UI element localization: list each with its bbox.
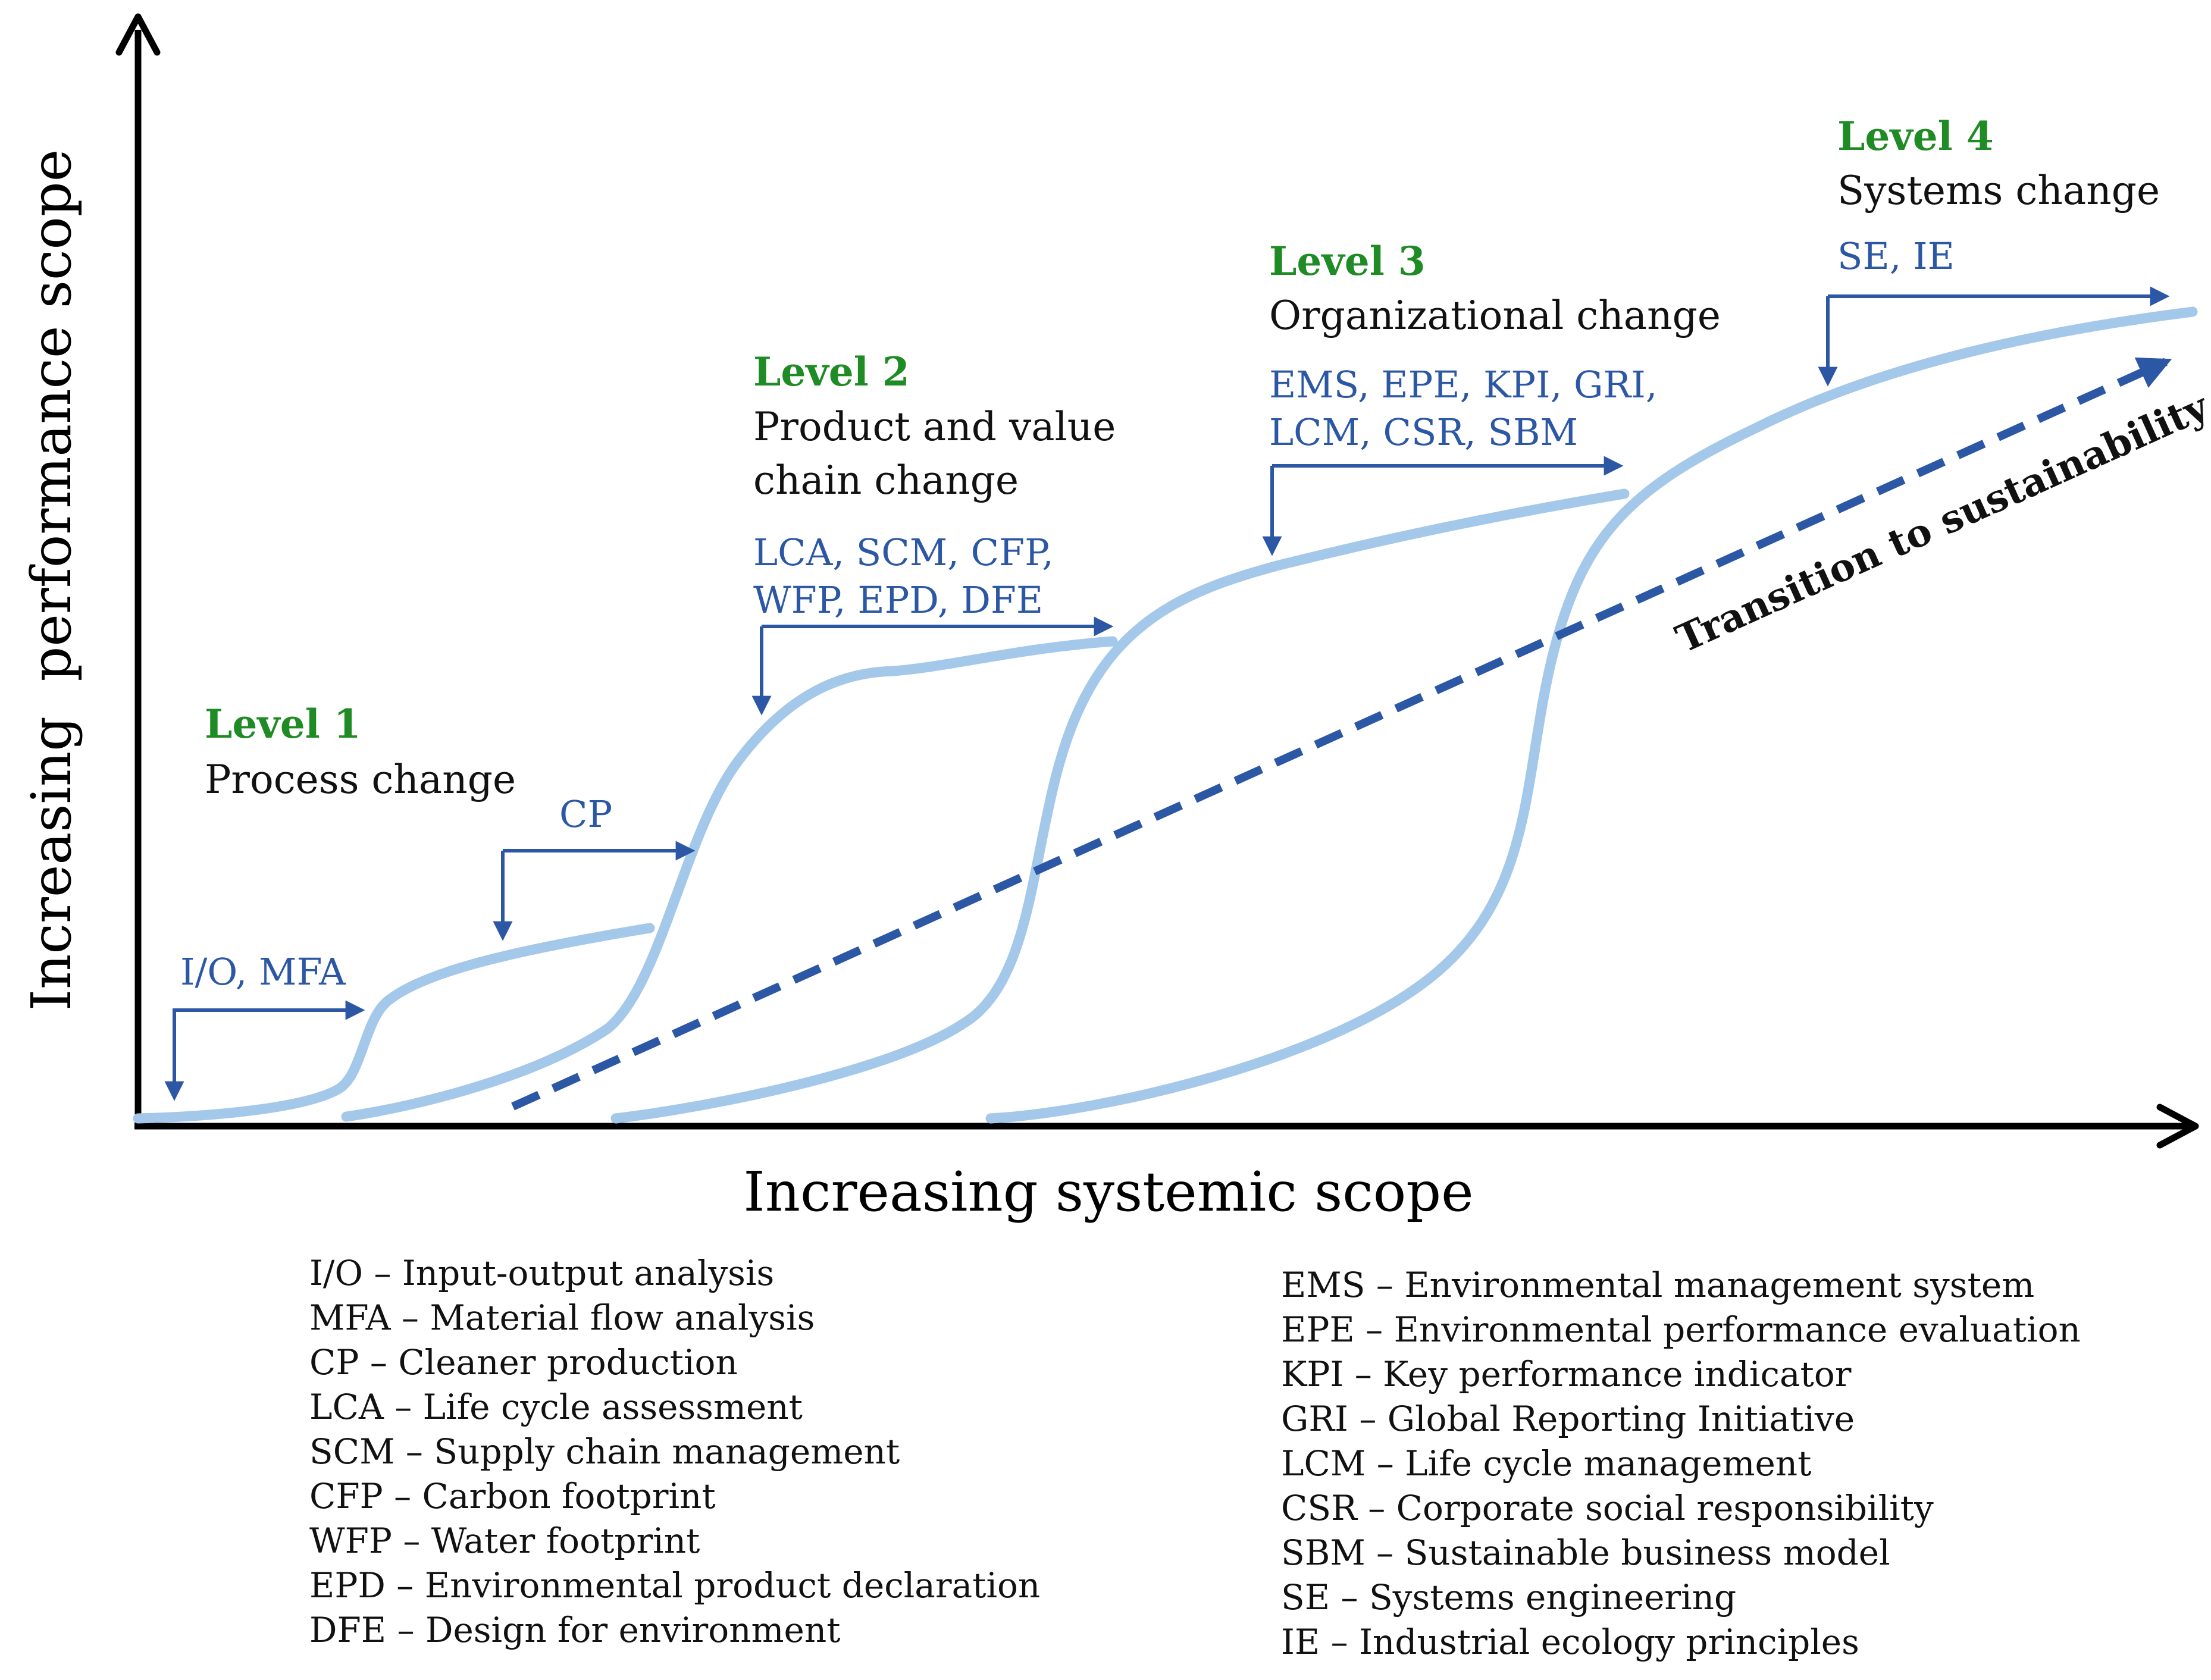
level-4-subtitle: Systems change bbox=[1837, 168, 2160, 214]
level-1-subtitle: Process change bbox=[205, 757, 516, 803]
level-3-tools-line-2: LCM, CSR, SBM bbox=[1269, 410, 1578, 454]
legend-item: SCM – Supply chain management bbox=[309, 1431, 900, 1472]
io-mfa-arrow bbox=[173, 1000, 365, 1096]
y-axis-label: Increasing performance scope bbox=[20, 149, 83, 1011]
level-2-tools-line-2: WFP, EPD, DFE bbox=[753, 578, 1043, 622]
level-4-group: Level 4 Systems change SE, IE bbox=[1818, 113, 2170, 387]
legend-item: WFP – Water footprint bbox=[309, 1521, 700, 1561]
legend-item: EPD – Environmental product declaration bbox=[309, 1565, 1040, 1606]
legend-item: KPI – Key performance indicator bbox=[1281, 1354, 1852, 1394]
x-axis-arrowhead bbox=[2156, 1104, 2199, 1149]
legend-item: SE – Systems engineering bbox=[1281, 1577, 1736, 1618]
legend-item: LCM – Life cycle management bbox=[1281, 1443, 1811, 1484]
legend-item: LCA – Life cycle assessment bbox=[309, 1387, 803, 1427]
y-axis-arrowhead bbox=[115, 13, 161, 56]
io-mfa-label: I/O, MFA bbox=[180, 950, 346, 993]
x-axis-label: Increasing systemic scope bbox=[743, 1160, 1473, 1224]
level-3-group: Level 3 Organizational change EMS, EPE, … bbox=[1262, 238, 1721, 556]
legend-item: CP – Cleaner production bbox=[309, 1342, 738, 1383]
legend-right: EMS – Environmental management system EP… bbox=[1281, 1265, 2081, 1662]
s-curve-level-2 bbox=[341, 636, 1118, 1122]
legend-item: GRI – Global Reporting Initiative bbox=[1281, 1399, 1855, 1439]
legend-item: I/O – Input-output analysis bbox=[309, 1253, 774, 1293]
cp-label: CP bbox=[559, 792, 612, 836]
level-4-title: Level 4 bbox=[1837, 113, 1994, 159]
legend-item: CFP – Carbon footprint bbox=[309, 1476, 716, 1516]
s-curve-level-1 bbox=[133, 923, 655, 1124]
legend-item: DFE – Design for environment bbox=[309, 1610, 841, 1650]
level-2-subtitle-line-1: Product and value bbox=[753, 404, 1116, 450]
s-curves bbox=[133, 306, 2198, 1124]
s-curve-level-3 bbox=[610, 488, 1630, 1124]
level-2-subtitle-line-2: chain change bbox=[753, 457, 1019, 503]
axes bbox=[115, 13, 2199, 1149]
transition-arrow bbox=[511, 357, 2172, 1111]
level-2-group: Level 2 Product and value chain change L… bbox=[751, 349, 1116, 716]
legend-item: CSR – Corporate social responsibility bbox=[1281, 1488, 1934, 1528]
level-1-title: Level 1 bbox=[205, 701, 361, 747]
level-3-tools-line-1: EMS, EPE, KPI, GRI, bbox=[1269, 363, 1657, 406]
legend-item: MFA – Material flow analysis bbox=[309, 1297, 815, 1338]
legend-item: SBM – Sustainable business model bbox=[1281, 1532, 1890, 1573]
legend-item: EMS – Environmental management system bbox=[1281, 1265, 2034, 1305]
level-4-tools: SE, IE bbox=[1837, 234, 1955, 278]
legend-item: IE – Industrial ecology principles bbox=[1281, 1622, 1859, 1662]
level-2-title: Level 2 bbox=[753, 349, 910, 395]
legend-left: I/O – Input-output analysis MFA – Materi… bbox=[309, 1253, 1040, 1650]
level-2-tools-line-1: LCA, SCM, CFP, bbox=[753, 531, 1054, 574]
s-curve-level-4 bbox=[985, 306, 2198, 1124]
level-3-subtitle: Organizational change bbox=[1269, 293, 1721, 338]
level-3-title: Level 3 bbox=[1269, 238, 1426, 284]
legend-item: EPE – Environmental performance evaluati… bbox=[1281, 1309, 2081, 1350]
level-1-group: Level 1 Process change I/O, MFA CP bbox=[164, 701, 696, 1101]
